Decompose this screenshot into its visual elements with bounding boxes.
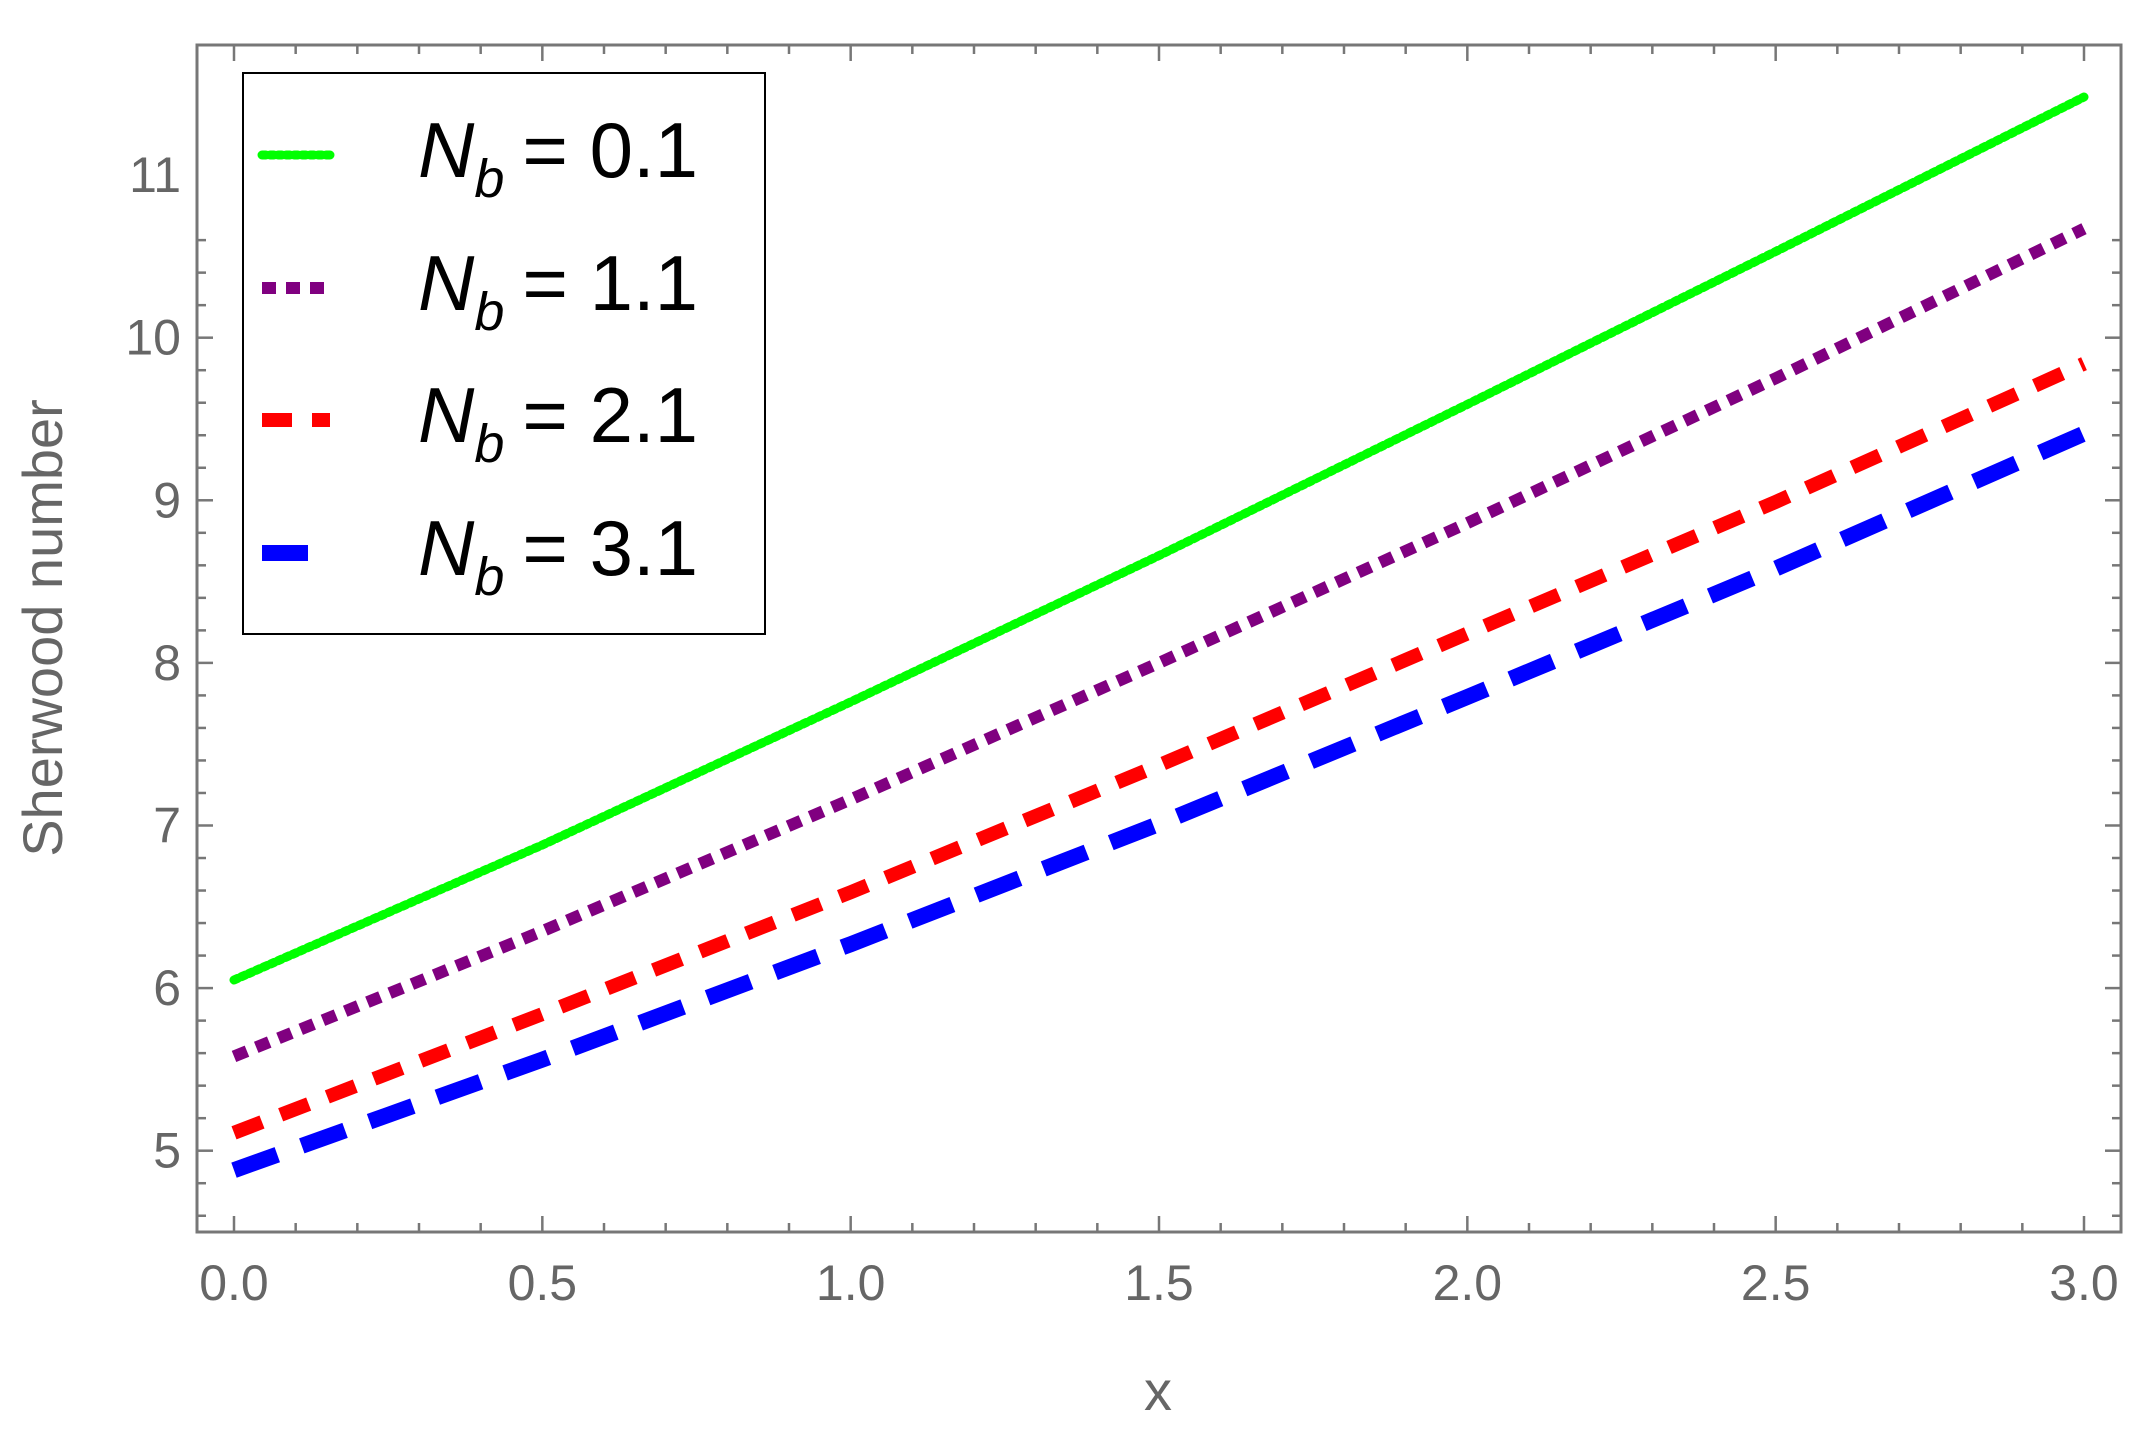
legend-subscript: b <box>474 547 504 607</box>
series-line-1 <box>229 92 2089 985</box>
legend-value: = 2.1 <box>522 371 698 459</box>
y-tick-label: 6 <box>153 960 181 1016</box>
x-tick-label: 2.0 <box>1433 1255 1503 1311</box>
series-lines <box>229 92 2089 1178</box>
y-tick-label: 8 <box>153 635 181 691</box>
legend-label-1: Nb = 0.1 <box>418 106 698 209</box>
y-tick-label: 11 <box>129 147 181 203</box>
y-tick-label: 10 <box>125 310 181 366</box>
legend-symbol: N <box>418 239 475 327</box>
legend-label-3: Nb = 2.1 <box>418 371 698 474</box>
legend-subscript: b <box>474 149 504 209</box>
x-tick-label: 2.5 <box>1741 1255 1811 1311</box>
series-line-4 <box>231 426 2088 1178</box>
legend-value: = 1.1 <box>522 239 698 327</box>
x-tick-label: 1.0 <box>816 1255 886 1311</box>
legend-label-2: Nb = 1.1 <box>418 239 698 342</box>
axis-ticks: 0.0 0.5 1.0 1.5 2.0 2.5 3.0 5 6 7 8 9 10 11 <box>125 45 2121 1311</box>
legend-subscript: b <box>474 282 504 342</box>
y-tick-label: 9 <box>153 472 181 528</box>
legend-symbol: N <box>418 504 475 592</box>
legend: Nb = 0.1 Nb = 1.1 Nb = 2.1 Nb = 3.1 <box>242 72 766 635</box>
y-axis-label: Sherwood number <box>11 399 74 857</box>
x-tick-label: 0.0 <box>199 1255 269 1311</box>
x-axis-label: x <box>1144 1359 1172 1422</box>
legend-box <box>242 72 766 635</box>
series-line-2 <box>231 223 2087 1062</box>
legend-symbol: N <box>418 106 475 194</box>
y-tick-label: 5 <box>153 1123 181 1179</box>
legend-subscript: b <box>474 414 504 474</box>
series-line-3 <box>231 357 2087 1140</box>
legend-value: = 0.1 <box>522 106 698 194</box>
legend-label-4: Nb = 3.1 <box>418 504 698 607</box>
legend-value: = 3.1 <box>522 504 698 592</box>
x-tick-label: 3.0 <box>2049 1255 2119 1311</box>
x-tick-label: 0.5 <box>508 1255 578 1311</box>
legend-symbol: N <box>418 371 475 459</box>
x-tick-label: 1.5 <box>1124 1255 1194 1311</box>
y-tick-label: 7 <box>153 797 181 853</box>
